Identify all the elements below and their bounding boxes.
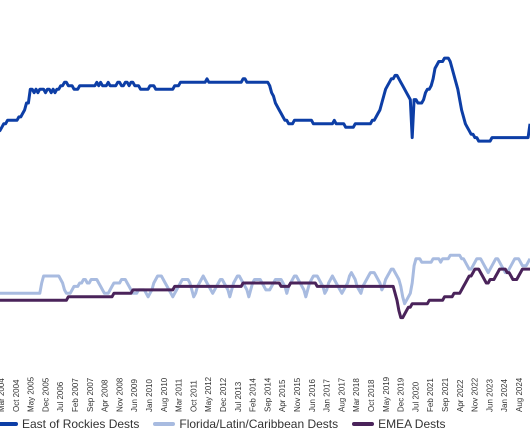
x-tick-label: May 2019 — [382, 376, 391, 412]
x-tick-label: Sep 2014 — [263, 377, 272, 412]
series-line-0 — [0, 56, 530, 143]
x-tick-label: Jul 2013 — [234, 381, 243, 412]
legend-label-2: EMEA Dests — [378, 417, 446, 431]
x-axis-tick-labels: Mar 2004 Oct 2004 May 2005 Dec 2005 Jul 2006… — [0, 376, 524, 412]
x-tick-label: May 2012 — [204, 376, 213, 412]
legend: East of Rockies Dests Florida/Latin/Cari… — [0, 412, 530, 436]
x-tick-label: Apr 2022 — [456, 379, 465, 412]
legend-swatch-2 — [352, 422, 375, 426]
x-tick-label: May 2005 — [27, 376, 36, 412]
x-tick-label: Apr 2008 — [101, 379, 110, 412]
legend-item-2: EMEA Dests — [352, 417, 445, 431]
x-tick-label: Jan 2010 — [145, 379, 154, 412]
x-tick-label: Jan 2017 — [323, 379, 332, 412]
x-tick-label: Aug 2024 — [515, 377, 524, 412]
legend-label-0: East of Rockies Dests — [22, 417, 140, 431]
x-tick-label: Sep 2007 — [86, 377, 95, 412]
x-tick-label: Dec 2005 — [41, 377, 50, 412]
x-tick-label: Oct 2004 — [12, 379, 21, 412]
x-tick-label: Jun 2016 — [308, 379, 317, 412]
x-tick-label: Aug 2017 — [337, 377, 346, 412]
x-tick-label: Feb 2007 — [71, 378, 80, 412]
x-tick-label: Dec 2012 — [219, 377, 228, 412]
x-tick-label: Mar 2004 — [0, 378, 6, 412]
x-tick-label: Jun 2009 — [130, 379, 139, 412]
legend-item-1: Florida/Latin/Caribbean Dests — [153, 417, 338, 431]
x-tick-label: Nov 2008 — [115, 377, 124, 412]
line-chart: Mar 2004 Oct 2004 May 2005 Dec 2005 Jul 2006… — [0, 56, 530, 412]
x-tick-label: Mar 2011 — [175, 378, 184, 412]
legend-item-0: East of Rockies Dests — [0, 417, 139, 431]
x-tick-label: Apr 2015 — [278, 379, 287, 412]
x-tick-label: Nov 2015 — [293, 377, 302, 412]
x-tick-label: Nov 2022 — [471, 377, 480, 412]
x-tick-label: Sep 2021 — [441, 377, 450, 412]
x-tick-label: Oct 2018 — [367, 379, 376, 412]
x-tick-label: Feb 2021 — [426, 378, 435, 412]
x-tick-label: Mar 2018 — [352, 378, 361, 412]
series-line-1 — [0, 253, 530, 306]
series-line-2 — [0, 267, 530, 320]
x-tick-label: Jan 2024 — [500, 379, 509, 412]
legend-swatch-0 — [0, 422, 18, 426]
legend-swatch-1 — [153, 422, 176, 426]
x-tick-label: Oct 2011 — [189, 380, 198, 412]
series-layer — [0, 56, 530, 320]
legend-label-1: Florida/Latin/Caribbean Dests — [179, 417, 339, 431]
x-tick-label: Jul 2020 — [411, 381, 420, 412]
x-tick-label: Jul 2006 — [56, 381, 65, 412]
x-tick-label: Jun 2023 — [485, 379, 494, 412]
x-tick-label: Dec 2019 — [397, 377, 406, 412]
x-tick-label: Feb 2014 — [249, 378, 258, 412]
x-tick-label: Aug 2010 — [160, 377, 169, 412]
